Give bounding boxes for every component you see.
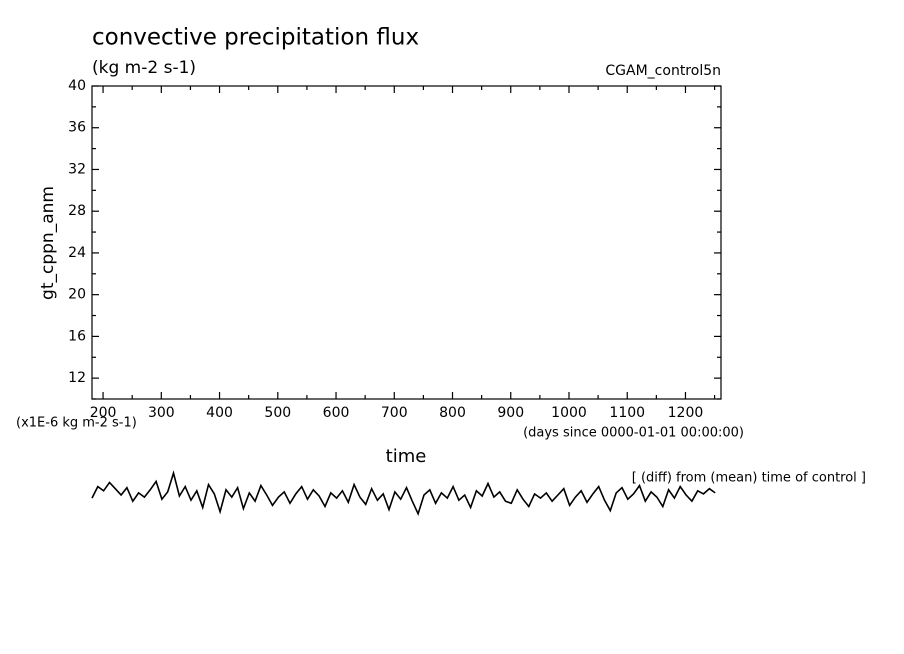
x-tick-label: 200 xyxy=(90,405,117,421)
x-tick-label: 300 xyxy=(148,405,175,421)
chart-subtitle: (kg m-2 s-1) xyxy=(92,58,196,78)
y-tick-label: 32 xyxy=(68,161,86,177)
y-tick-label: 24 xyxy=(68,245,86,261)
y-tick-label: 20 xyxy=(68,287,86,303)
annotation: [ (diff) from (mean) time of control ] xyxy=(632,471,866,486)
y-tick-label: 12 xyxy=(68,370,86,386)
x-tick-label: 600 xyxy=(323,405,350,421)
x-tick-label: 400 xyxy=(206,405,233,421)
y-units: (x1E-6 kg m-2 s-1) xyxy=(16,416,137,431)
x-tick-label: 900 xyxy=(497,405,524,421)
x-tick-label: 1100 xyxy=(609,405,645,421)
plot-frame xyxy=(91,85,722,400)
x-tick-label: 800 xyxy=(439,405,466,421)
y-tick-label: 36 xyxy=(68,120,86,136)
y-tick-label: 16 xyxy=(68,328,86,344)
y-tick-label: 28 xyxy=(68,203,86,219)
y-axis-label: gt_cppn_anm xyxy=(38,186,58,300)
x-axis-label: time xyxy=(386,446,427,467)
experiment-label: CGAM_control5n xyxy=(605,63,721,79)
x-tick-label: 500 xyxy=(264,405,291,421)
chart-title: convective precipitation flux xyxy=(92,25,419,51)
x-tick-label: 1000 xyxy=(551,405,587,421)
y-tick-label: 40 xyxy=(68,78,86,94)
data-line xyxy=(91,470,716,517)
x-tick-label: 700 xyxy=(381,405,408,421)
x-tick-label: 1200 xyxy=(668,405,704,421)
x-units: (days since 0000-01-01 00:00:00) xyxy=(523,426,744,441)
